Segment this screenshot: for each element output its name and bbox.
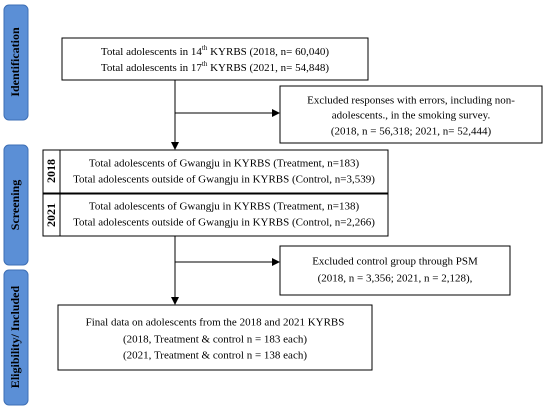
year-label: 2021: [44, 203, 58, 227]
text: KYRBS (2021, n= 54,848): [207, 62, 329, 74]
section-label: Eligibility/ Included: [8, 285, 22, 388]
box-line: (2018, n = 56,318; 2021, n= 52,444): [331, 126, 492, 138]
final-box: [57, 304, 373, 371]
box-line: Total adolescents in 17th KYRBS (2021, n…: [101, 60, 329, 74]
psm-box: [279, 245, 511, 296]
box-line: Total adolescents of Gwangju in KYRBS (T…: [89, 201, 360, 213]
box-line: (2018, Treatment & control n = 183 each): [123, 334, 307, 346]
superscript: th: [202, 44, 208, 52]
box-line: (2021, Treatment & control n = 138 each): [123, 350, 307, 362]
section-tag: [3, 269, 29, 406]
box-line: Total adolescents outside of Gwangju in …: [73, 217, 375, 229]
box-line: Total adolescents in 14th KYRBS (2018, n…: [101, 44, 329, 58]
text: Total adolescents in 17: [101, 62, 202, 74]
screening-box: [42, 193, 389, 237]
exclusion-box: [279, 85, 543, 144]
box-line: Total adolescents outside of Gwangju in …: [73, 174, 375, 186]
box-line: Excluded control group through PSM: [312, 256, 478, 268]
section-label: Screening: [8, 180, 22, 230]
superscript: th: [202, 60, 208, 68]
section-tag: [3, 4, 29, 121]
screening-box: [42, 149, 389, 194]
box-line: (2018, n = 3,356; 2021, n = 2,128),: [318, 273, 473, 285]
text: Total adolescents in 14: [101, 46, 202, 58]
text: KYRBS (2018, n= 60,040): [207, 46, 329, 58]
box-line: Excluded responses with errors, includin…: [307, 95, 515, 107]
year-tag: [42, 193, 61, 237]
year-tag: [42, 149, 61, 194]
box-line: Total adolescents of Gwangju in KYRBS (T…: [89, 158, 360, 170]
box-line: adolescents., in the smoking survey.: [332, 110, 491, 122]
box-line: Final data on adolescents from the 2018 …: [86, 317, 345, 329]
year-label: 2018: [44, 159, 58, 183]
identification-box: [61, 37, 369, 81]
section-tag: [3, 144, 29, 266]
section-label: Identification: [8, 27, 22, 97]
